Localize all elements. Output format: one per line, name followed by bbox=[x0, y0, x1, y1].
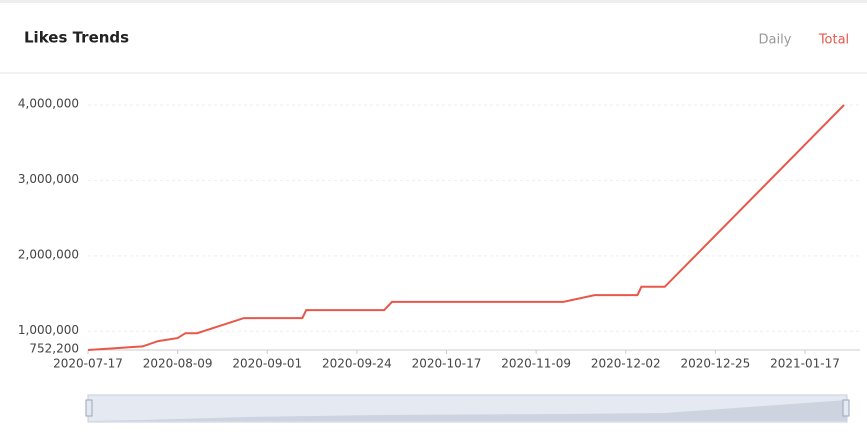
x-tick-label: 2020-09-24 bbox=[322, 357, 392, 371]
tab-total[interactable]: Total bbox=[818, 33, 849, 48]
top-strip bbox=[0, 0, 867, 3]
y-tick-label: 1,000,000 bbox=[18, 323, 79, 337]
tab-daily[interactable]: Daily bbox=[759, 33, 792, 48]
x-tick-label: 2020-10-17 bbox=[412, 357, 482, 371]
card-title: Likes Trends bbox=[24, 29, 129, 47]
x-tick-label: 2020-12-25 bbox=[681, 357, 751, 371]
y-tick-label: 4,000,000 bbox=[18, 97, 79, 111]
x-tick-label: 2020-12-02 bbox=[591, 357, 661, 371]
x-tick-label: 2020-07-17 bbox=[53, 357, 123, 371]
slider-handle[interactable] bbox=[85, 399, 93, 417]
x-tick-label: 2020-08-09 bbox=[143, 357, 213, 371]
y-tick-label: 3,000,000 bbox=[18, 172, 79, 186]
slider-handle[interactable] bbox=[842, 399, 850, 417]
x-tick-label: 2021-01-17 bbox=[770, 357, 840, 371]
x-tick-label: 2020-11-09 bbox=[501, 357, 571, 371]
x-tick-label: 2020-09-01 bbox=[232, 357, 302, 371]
data-line bbox=[87, 104, 845, 351]
y-tick-label: 2,000,000 bbox=[18, 247, 79, 261]
slider-preview bbox=[88, 400, 847, 421]
zoom-slider[interactable] bbox=[85, 394, 850, 423]
y-tick-label: 752,200 bbox=[29, 342, 79, 356]
